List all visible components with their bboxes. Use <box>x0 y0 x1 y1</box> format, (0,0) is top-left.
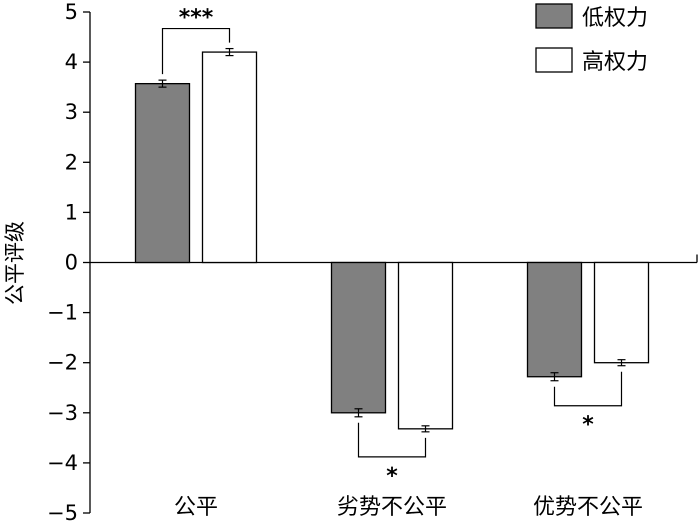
y-tick-label: 0 <box>65 251 78 275</box>
y-tick-label: −5 <box>47 501 78 522</box>
legend-swatch <box>535 3 573 29</box>
y-tick-label: −4 <box>47 451 78 475</box>
x-category-label: 优势不公平 <box>533 495 643 520</box>
bar-low-power <box>526 261 583 378</box>
x-category-label: 劣势不公平 <box>337 495 447 520</box>
bars <box>134 47 650 433</box>
y-tick-label: 3 <box>65 100 78 124</box>
y-tick-label: 5 <box>65 0 78 24</box>
y-tick-label: 1 <box>65 200 78 224</box>
y-axis-title: 公平评级 <box>3 221 27 305</box>
significance-bracket <box>357 422 427 458</box>
significance-bracket <box>553 371 623 407</box>
significance-label: * <box>386 464 398 489</box>
x-category-label: 公平 <box>174 495 218 520</box>
significance-bracket <box>161 27 231 75</box>
y-tick-label: −3 <box>47 401 78 425</box>
legend-label: 低权力 <box>582 6 648 31</box>
axes: 5 4 3 2 1 0 −1 −2 −3 −4 −5 公平 劣势不公平 优势不公平 <box>47 0 698 522</box>
significance-label: *** <box>179 6 214 31</box>
y-tick-label: 4 <box>65 50 78 74</box>
significance-label: * <box>582 413 594 438</box>
bar-high-power <box>397 261 454 430</box>
bar-low-power <box>134 82 191 264</box>
bar-low-power <box>330 261 387 414</box>
legend-swatch <box>535 47 573 73</box>
significance-brackets: ***** <box>161 6 623 489</box>
bar-high-power <box>201 51 258 264</box>
y-tick-label: 2 <box>65 150 78 174</box>
y-tick-label: −2 <box>47 351 78 375</box>
bar-high-power <box>593 261 650 364</box>
y-tick-label: −1 <box>47 301 78 325</box>
legend-label: 高权力 <box>582 50 648 75</box>
